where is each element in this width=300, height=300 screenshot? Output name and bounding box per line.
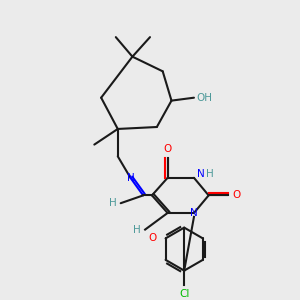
- Text: O: O: [232, 190, 240, 200]
- Text: N: N: [127, 173, 134, 183]
- Text: O: O: [148, 232, 156, 242]
- Text: N: N: [190, 208, 198, 218]
- Text: H: H: [109, 198, 117, 208]
- Text: OH: OH: [196, 93, 212, 103]
- Text: H: H: [134, 225, 141, 235]
- Text: H: H: [206, 169, 213, 179]
- Text: Cl: Cl: [179, 289, 189, 299]
- Text: N: N: [197, 169, 205, 179]
- Text: O: O: [164, 144, 172, 154]
